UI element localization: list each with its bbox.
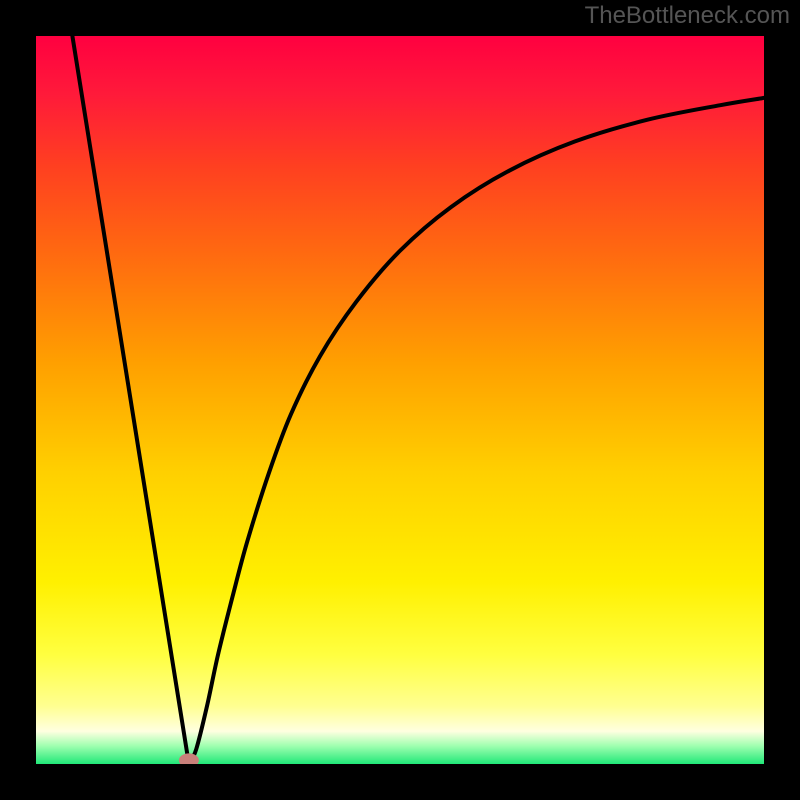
watermark-text: TheBottleneck.com (585, 2, 790, 30)
bottleneck-chart (0, 0, 800, 800)
chart-container: TheBottleneck.com (0, 0, 800, 800)
chart-background-gradient (36, 36, 764, 764)
